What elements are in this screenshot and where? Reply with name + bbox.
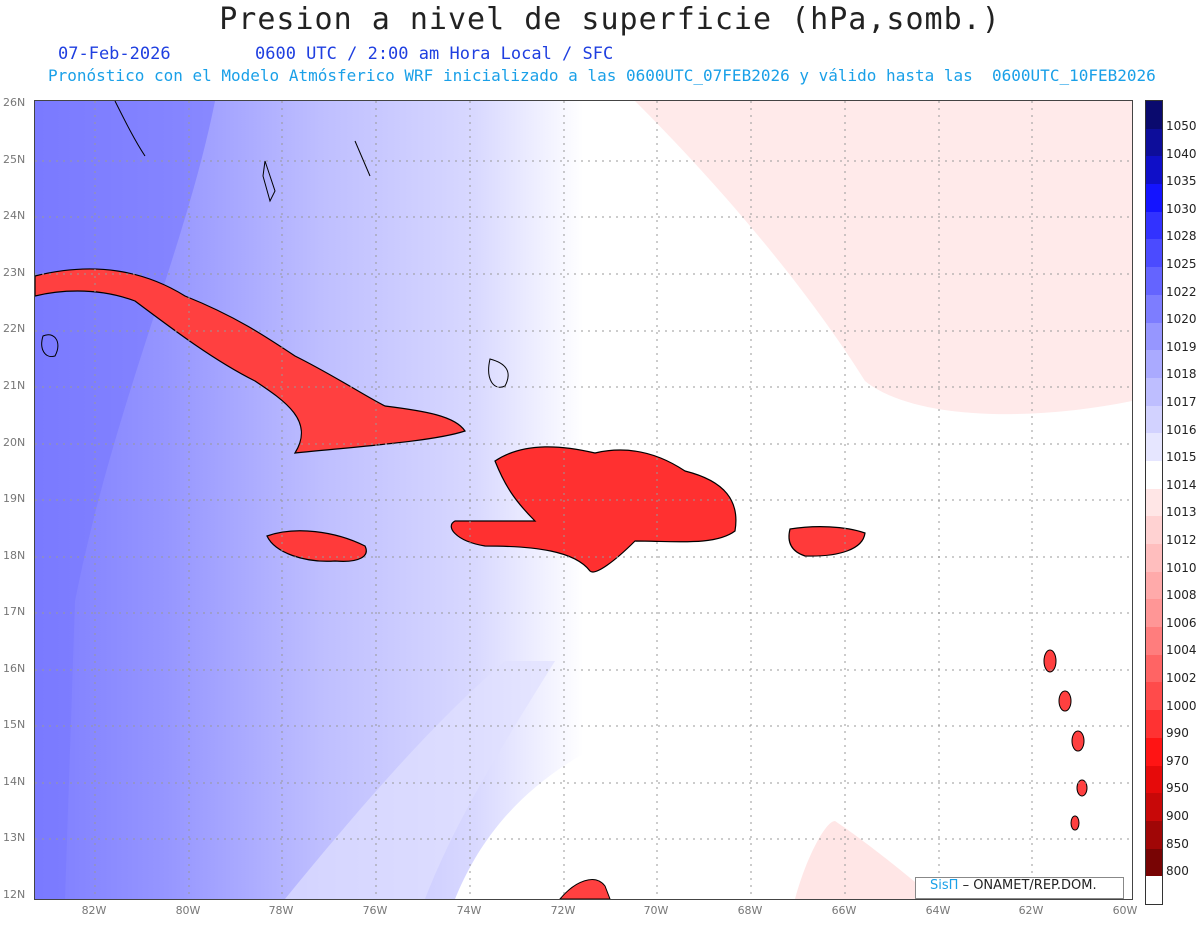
lon-label: 66W xyxy=(831,904,857,917)
lon-label: 70W xyxy=(643,904,669,917)
colorbar-label: 1016 xyxy=(1166,422,1197,437)
lat-label: 25N xyxy=(3,153,26,166)
colorbar-label: 1025 xyxy=(1166,257,1197,271)
lon-label: 72W xyxy=(550,904,576,917)
lat-label: 24N xyxy=(3,209,26,222)
colorbar-label: 800 xyxy=(1166,864,1189,879)
sispi-logo: SisΠ xyxy=(930,878,959,893)
colorbar-label: 970 xyxy=(1166,753,1189,768)
colorbar-swatch xyxy=(1146,710,1162,738)
lon-label: 74W xyxy=(456,904,482,917)
colorbar-label: 1015 xyxy=(1166,450,1197,465)
lat-label: 23N xyxy=(3,266,26,279)
pressure-map xyxy=(34,100,1133,900)
lat-label: 14N xyxy=(3,775,26,788)
colorbar-label: 950 xyxy=(1166,781,1189,796)
colorbar-label: 1040 xyxy=(1166,146,1197,161)
colorbar-swatch xyxy=(1146,544,1162,572)
colorbar-label: 990 xyxy=(1166,726,1189,741)
colorbar-swatch xyxy=(1146,101,1162,129)
lat-label: 18N xyxy=(3,549,26,562)
colorbar-label: 900 xyxy=(1166,809,1189,823)
colorbar-label: 1050 xyxy=(1166,119,1197,133)
colorbar-swatch xyxy=(1146,765,1162,794)
colorbar-swatch xyxy=(1146,350,1162,378)
colorbar-swatch xyxy=(1146,571,1162,600)
colorbar-swatch xyxy=(1146,820,1162,849)
colorbar-swatch xyxy=(1146,599,1162,628)
lat-label: 12N xyxy=(3,888,26,901)
colorbar-swatch xyxy=(1146,184,1162,212)
colorbar-swatch xyxy=(1146,488,1162,517)
colorbar-label: 1035 xyxy=(1166,174,1197,189)
colorbar-swatch xyxy=(1146,433,1162,461)
lat-label: 20N xyxy=(3,436,26,449)
lon-label: 80W xyxy=(175,904,201,917)
colorbar-swatch xyxy=(1146,654,1162,683)
colorbar-swatch xyxy=(1146,627,1162,655)
colorbar-swatch xyxy=(1146,156,1162,185)
colorbar-label: 1018 xyxy=(1166,367,1197,382)
colorbar-swatch xyxy=(1146,211,1162,240)
lon-label: 78W xyxy=(268,904,294,917)
lat-label: 15N xyxy=(3,718,26,731)
colorbar-swatch xyxy=(1146,128,1162,157)
colorbar-swatch xyxy=(1146,793,1162,821)
colorbar-swatch xyxy=(1146,405,1162,434)
forecast-description: Pronóstico con el Modelo Atmósferico WRF… xyxy=(48,66,1156,85)
lon-label: 64W xyxy=(925,904,951,917)
colorbar-label: 1006 xyxy=(1166,615,1197,630)
credit-org: – ONAMET/REP.DOM. xyxy=(962,878,1097,893)
colorbar-swatch xyxy=(1146,682,1162,711)
lon-label: 60W xyxy=(1112,904,1138,917)
lat-label: 21N xyxy=(3,379,26,392)
colorbar-label: 1019 xyxy=(1166,339,1197,354)
forecast-time: 0600 UTC / 2:00 am Hora Local / SFC xyxy=(255,44,614,64)
colorbar-label: 1002 xyxy=(1166,671,1197,685)
forecast-date: 07-Feb-2026 xyxy=(58,44,171,64)
colorbar-swatch xyxy=(1146,267,1162,295)
colorbar-label: 1004 xyxy=(1166,643,1197,658)
colorbar-label: 1020 xyxy=(1166,312,1197,327)
colorbar xyxy=(1145,100,1163,905)
colorbar-swatch xyxy=(1146,848,1162,877)
lat-label: 19N xyxy=(3,492,26,505)
colorbar-label: 1012 xyxy=(1166,533,1197,547)
lat-label: 22N xyxy=(3,322,26,335)
colorbar-label: 1010 xyxy=(1166,560,1197,575)
colorbar-label: 1008 xyxy=(1166,588,1197,603)
lat-label: 26N xyxy=(3,96,26,109)
colorbar-label: 850 xyxy=(1166,836,1189,851)
colorbar-swatch xyxy=(1146,294,1162,323)
map-title: Presion a nivel de superficie (hPa,somb.… xyxy=(219,2,1001,37)
credit-box: SisΠ – ONAMET/REP.DOM. xyxy=(915,877,1124,899)
lon-label: 62W xyxy=(1018,904,1044,917)
colorbar-label: 1022 xyxy=(1166,284,1197,299)
lat-label: 13N xyxy=(3,831,26,844)
colorbar-swatch xyxy=(1146,377,1162,406)
colorbar-swatch xyxy=(1146,460,1162,489)
lon-label: 76W xyxy=(362,904,388,917)
colorbar-label: 1030 xyxy=(1166,201,1197,216)
colorbar-swatch xyxy=(1146,239,1162,268)
colorbar-label: 1028 xyxy=(1166,229,1197,244)
colorbar-swatch xyxy=(1146,322,1162,351)
lon-label: 82W xyxy=(81,904,107,917)
colorbar-label: 1017 xyxy=(1166,395,1197,409)
colorbar-label: 1013 xyxy=(1166,505,1197,520)
colorbar-swatch xyxy=(1146,737,1162,766)
lat-label: 16N xyxy=(3,662,26,675)
pressure-field xyxy=(35,101,1132,899)
colorbar-swatch xyxy=(1146,516,1162,544)
lat-label: 17N xyxy=(3,605,26,618)
colorbar-label: 1014 xyxy=(1166,477,1197,492)
colorbar-label: 1000 xyxy=(1166,698,1197,713)
lon-label: 68W xyxy=(737,904,763,917)
